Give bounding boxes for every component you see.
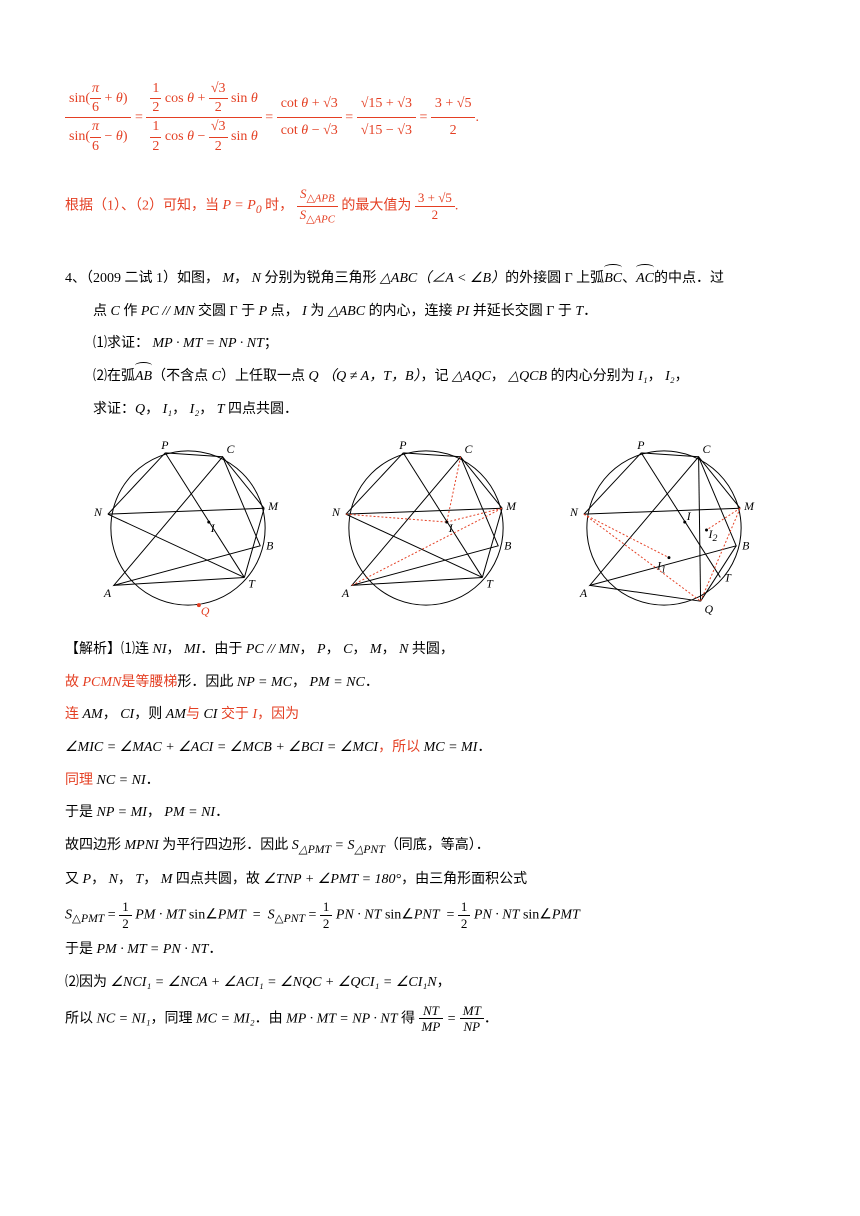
problem-q3: 求证：Q， I₁， I₂， T 四点共圆．: [65, 397, 795, 424]
solution-b9: 于是 PM · MT = PN · NT．: [65, 937, 795, 964]
svg-text:M: M: [505, 499, 517, 513]
solution-q2h: ⑵因为 ∠NCI₁ = ∠NCA + ∠ACI₁ = ∠NQC + ∠QCI₁ …: [65, 970, 795, 997]
solution-head: 【解析】⑴连 NI， MI．由于 PC // MN， P， C， M， N 共圆…: [65, 637, 795, 664]
diagram-3: P C N M I I2 I1 B T A Q: [559, 439, 769, 617]
solution-r4: 同理 NC = NI．: [65, 768, 795, 795]
svg-text:B: B: [504, 539, 511, 553]
svg-text:I2: I2: [708, 527, 718, 544]
svg-text:N: N: [569, 505, 579, 519]
equation-chain: sin(π6 + θ) sin(π6 − θ) = 12 cos θ + √32…: [65, 80, 795, 170]
solution-r3: ∠MIC = ∠MAC + ∠ACI = ∠MCB + ∠BCI = ∠MCI，…: [65, 735, 795, 762]
svg-text:B: B: [742, 539, 749, 553]
svg-text:P: P: [398, 439, 406, 452]
svg-text:N: N: [331, 505, 341, 519]
solution-b5: 于是 NP = MI， PM = NI．: [65, 800, 795, 827]
svg-text:T: T: [486, 576, 494, 590]
svg-text:A: A: [579, 586, 588, 600]
problem-q2: ⑵在弧AB（不含点 C）上任取一点 Q （Q ≠ A，T，B），记 △AQC， …: [65, 364, 795, 391]
svg-text:C: C: [465, 442, 474, 456]
diagram-row: P C N M I B T A Q P C N M I B T A: [83, 439, 795, 617]
svg-text:M: M: [267, 499, 279, 513]
svg-text:A: A: [341, 586, 350, 600]
svg-text:C: C: [703, 442, 712, 456]
svg-text:N: N: [93, 505, 103, 519]
solution-r1: 故 PCMN是等腰梯形．因此 NP = MC， PM = NC．: [65, 670, 795, 697]
svg-text:T: T: [724, 571, 732, 585]
svg-text:T: T: [248, 576, 256, 590]
solution-b10: 所以 NC = NI₁，同理 MC = MI₂．由 MP · MT = NP ·…: [65, 1003, 795, 1035]
equation-conclusion: 根据（1）、（2）可知，当 P = P0 时， S△APBS△APC 的最大值为…: [65, 186, 795, 226]
solution-b7: 又 P， N， T， M 四点共圆，故 ∠TNP + ∠PMT = 180°，由…: [65, 867, 795, 894]
diagram-2: P C N M I B T A: [321, 439, 531, 617]
svg-text:P: P: [636, 439, 644, 452]
svg-text:B: B: [266, 539, 273, 553]
svg-text:A: A: [103, 586, 112, 600]
solution-b8: S△PMT = 12 PM · MT sin∠PMT = S△PNT = 12 …: [65, 899, 795, 931]
svg-text:P: P: [160, 439, 168, 452]
svg-text:M: M: [743, 499, 755, 513]
svg-text:I1: I1: [656, 559, 666, 576]
diagram-1: P C N M I B T A Q: [83, 439, 293, 617]
svg-text:Q: Q: [201, 604, 210, 617]
svg-text:Q: Q: [705, 602, 714, 616]
svg-text:C: C: [227, 442, 236, 456]
solution-b6: 故四边形 MPNI 为平行四边形．因此 S△PMT = S△PNT（同底，等高）…: [65, 833, 795, 861]
svg-text:I: I: [448, 521, 454, 535]
svg-text:I: I: [210, 521, 216, 535]
svg-text:I: I: [686, 509, 692, 523]
problem-stem-line1: 4、（2009 二试 1）如图， M， N 分别为锐角三角形 △ABC（∠A <…: [65, 266, 795, 293]
problem-stem-line2: 点 C 作 PC // MN 交圆 Γ 于 P 点， I 为 △ABC 的内心，…: [65, 299, 795, 326]
problem-q1: ⑴求证： MP · MT = NP · NT；: [65, 331, 795, 358]
solution-r2: 连 AM， CI，则 AM与 CI 交于 I，因为: [65, 702, 795, 729]
